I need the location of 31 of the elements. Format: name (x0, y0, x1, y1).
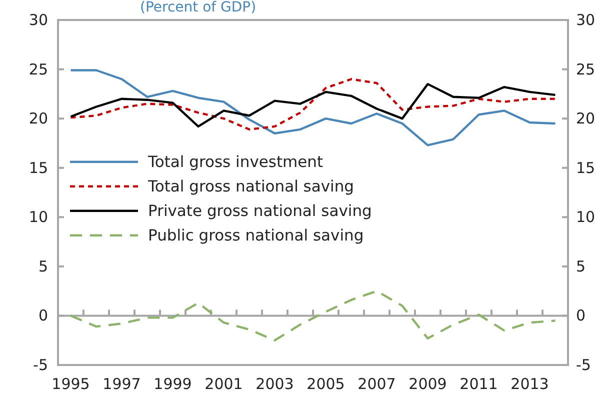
y-tick-label: 25 (28, 60, 48, 78)
y-tick-label: 30 (28, 11, 48, 29)
y2-tick-label: 0 (576, 306, 586, 325)
y2-tick-label: -5 (576, 356, 591, 374)
x-tick-label: 2013 (510, 375, 549, 393)
x-tick-label: 2009 (408, 375, 447, 393)
x-tick-label: 1997 (102, 375, 141, 393)
y-tick-label: -5 (33, 356, 48, 374)
y-tick-label: 5 (38, 257, 48, 276)
x-tick-label: 2005 (306, 375, 345, 393)
legend-label: Private gross national saving (148, 202, 372, 220)
legend-label: Total gross national saving (147, 177, 354, 196)
y2-tick-label: 10 (576, 208, 596, 226)
y-tick-label: 0 (38, 306, 48, 325)
x-tick-label: 1995 (52, 375, 90, 393)
y2-tick-label: 30 (576, 11, 596, 29)
y2-tick-label: 20 (576, 110, 596, 128)
y-tick-label: 20 (28, 110, 48, 128)
y-tick-label: 15 (28, 158, 48, 177)
legend-label: Public gross national saving (148, 226, 364, 244)
x-tick-label: 2011 (460, 375, 498, 393)
legend-label: Total gross investment (147, 152, 324, 171)
x-tick-label: 2003 (256, 375, 294, 393)
y-tick-label: 10 (28, 208, 48, 226)
y2-tick-label: 5 (576, 257, 586, 276)
y2-tick-label: 25 (576, 60, 596, 78)
x-tick-label: 2007 (358, 375, 396, 393)
x-tick-label: 1999 (154, 375, 192, 393)
x-tick-label: 2001 (204, 375, 243, 393)
chart-subtitle: (Percent of GDP) (140, 0, 256, 16)
y2-tick-label: 15 (576, 158, 596, 177)
